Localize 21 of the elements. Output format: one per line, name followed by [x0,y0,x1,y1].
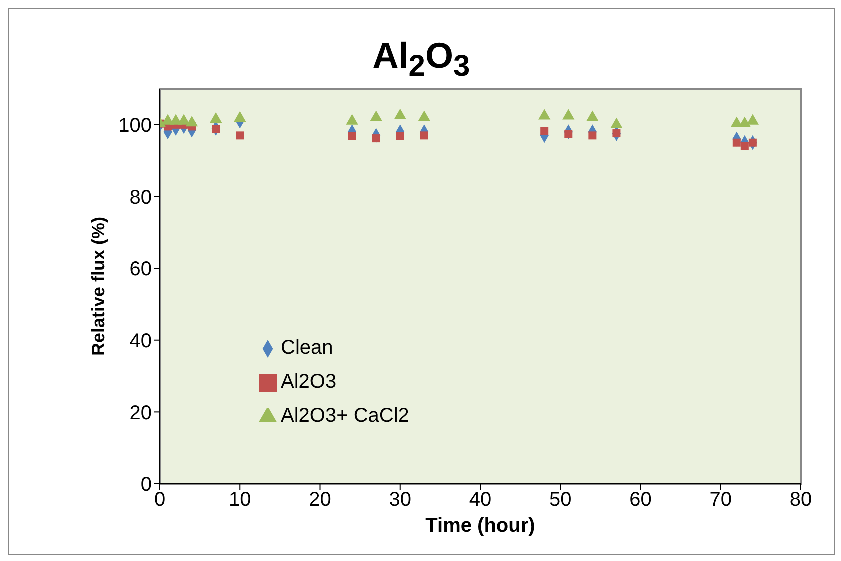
legend-label: Clean [281,337,334,359]
x-tick-label: 70 [710,489,732,512]
x-tick-label: 60 [630,489,652,512]
x-tick-label: 50 [550,489,572,512]
x-axis-title: Time (hour) [426,515,536,537]
y-tick-label: 80 [130,186,152,209]
legend-label: Al2O3 [281,371,337,393]
y-tick-label: 40 [130,330,152,352]
y-axis-title: Relative flux (%) [88,216,108,356]
x-tick-label: 40 [469,489,492,512]
legend-label: Al2O3+ CaCl2 [281,405,410,427]
y-tick-label: 100 [118,115,152,138]
y-tick-label: 20 [130,402,152,424]
x-tick-label: 30 [389,489,412,512]
chart-title: Al$_{2}$O$_{3}$ [372,35,472,84]
x-tick-label: 80 [790,489,812,512]
y-tick-label: 60 [130,258,152,281]
x-tick-label: 10 [229,489,252,512]
y-tick-label: 0 [140,474,152,496]
x-tick-label: 20 [309,489,332,512]
x-tick-label: 0 [154,489,166,512]
